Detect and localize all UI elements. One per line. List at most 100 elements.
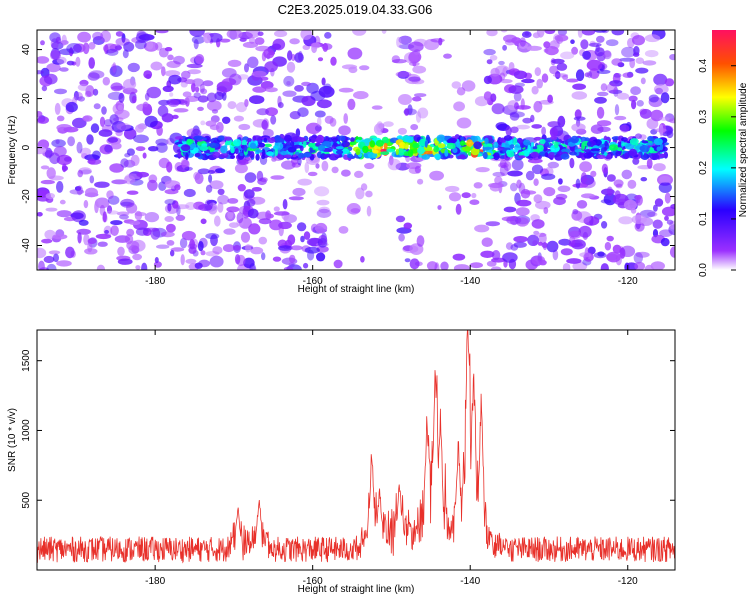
heatmap-cell <box>264 61 278 73</box>
heatmap-cell <box>530 114 535 123</box>
heatmap-band-cell <box>628 150 634 155</box>
heatmap-cell <box>288 196 304 201</box>
heatmap-cell <box>61 34 67 46</box>
heatmap-band-cell <box>380 151 390 155</box>
heatmap-cell <box>292 187 306 197</box>
heatmap-cell <box>194 172 204 185</box>
heatmap-cell <box>659 116 670 121</box>
heatmap-cell <box>516 199 532 207</box>
heatmap-cell <box>659 229 673 237</box>
heatmap-cell <box>164 47 173 52</box>
heatmap-cell <box>180 254 185 266</box>
heatmap-cell <box>161 113 174 123</box>
heatmap-cell <box>600 83 608 92</box>
heatmap-cell <box>346 203 361 215</box>
heatmap-cell <box>197 95 209 103</box>
heatmap-cell <box>87 238 97 244</box>
heatmap-cell <box>670 203 675 210</box>
heatmap-band-cell <box>243 144 248 152</box>
heatmap-cell <box>584 72 590 78</box>
colorbar-tick-label: 0.2 <box>698 160 709 174</box>
heatmap-cell <box>502 252 518 263</box>
heatmap-cell <box>144 212 160 223</box>
heatmap-band-cell <box>444 149 449 157</box>
heatmap-cell <box>204 199 213 211</box>
heatmap-cell <box>120 198 135 208</box>
heatmap-cell <box>549 65 559 75</box>
heatmap-band-cell <box>280 151 289 156</box>
heatmap-band-cell <box>493 141 499 148</box>
heatmap-cell <box>654 128 667 133</box>
heatmap-cell <box>359 65 370 71</box>
heatmap-cell <box>226 206 240 213</box>
heatmap-cell <box>51 139 66 148</box>
heatmap-band-cell <box>249 142 257 149</box>
heatmap-cell <box>92 150 101 159</box>
heatmap-cell <box>314 110 326 118</box>
heatmap-cell <box>601 221 608 229</box>
heatmap-cell <box>110 142 122 150</box>
heatmap-cell <box>316 99 332 109</box>
heatmap-band-cell <box>587 152 594 158</box>
heatmap-cell <box>75 56 81 67</box>
heatmap-cell <box>404 52 419 64</box>
heatmap-cell <box>343 113 349 124</box>
heatmap-cell <box>77 232 82 244</box>
heatmap-band-cell <box>649 146 654 154</box>
heatmap-cell <box>522 117 533 124</box>
heatmap-cell <box>86 134 94 145</box>
heatmap-cell <box>516 124 530 130</box>
heatmap-cell <box>330 56 337 66</box>
heatmap-cell <box>541 126 546 136</box>
heatmap-cell <box>533 194 543 204</box>
heatmap-band-cell <box>621 137 628 142</box>
heatmap-cell <box>92 31 104 41</box>
heatmap-cell <box>538 232 547 244</box>
heatmap-cell <box>619 247 626 259</box>
heatmap-cell <box>206 100 222 112</box>
heatmap-cell <box>227 198 239 204</box>
heatmap-cell <box>240 231 251 243</box>
heatmap-band-cell <box>615 151 622 157</box>
heatmap-cell <box>318 85 335 98</box>
heatmap-cell <box>664 215 669 221</box>
heatmap-cell <box>195 54 205 65</box>
heatmap-cell <box>475 167 490 173</box>
heatmap-band-cell <box>255 153 260 161</box>
heatmap-cell <box>623 199 637 210</box>
heatmap-band-cell <box>247 137 252 142</box>
heatmap-cell <box>596 106 605 119</box>
heatmap-cell <box>596 91 609 97</box>
heatmap-cell <box>50 50 61 61</box>
heatmap-cell <box>527 234 540 246</box>
heatmap-cell <box>112 62 117 73</box>
heatmap-cell <box>600 199 612 204</box>
heatmap-cell <box>611 30 625 36</box>
heatmap-cell <box>650 261 665 270</box>
heatmap-cell <box>498 60 505 66</box>
heatmap-cell <box>570 39 575 44</box>
heatmap-cell <box>489 55 498 61</box>
heatmap-cell <box>572 83 586 90</box>
heatmap-cell <box>242 41 258 49</box>
snr-frame <box>36 329 676 571</box>
heatmap-cell <box>354 170 364 178</box>
heatmap-cell <box>226 30 243 39</box>
heatmap-cell <box>430 38 445 43</box>
heatmap-cell <box>244 63 249 73</box>
snr-xtick-label: -120 <box>618 576 638 587</box>
heatmap-cell <box>297 157 302 166</box>
heatmap-band-cell <box>297 137 306 143</box>
heatmap-cell <box>258 236 268 245</box>
heatmap-cell <box>258 218 272 225</box>
heatmap-cell <box>296 222 307 232</box>
heatmap-band-cell <box>332 142 338 147</box>
heatmap-cell <box>40 179 55 185</box>
heatmap-cell <box>338 87 354 93</box>
heatmap-cell <box>594 96 607 104</box>
heatmap-cell <box>603 50 612 60</box>
heatmap-cell <box>347 47 363 60</box>
heatmap-cell <box>209 180 224 190</box>
heatmap-cell <box>639 108 652 119</box>
heatmap-cell <box>486 30 498 37</box>
